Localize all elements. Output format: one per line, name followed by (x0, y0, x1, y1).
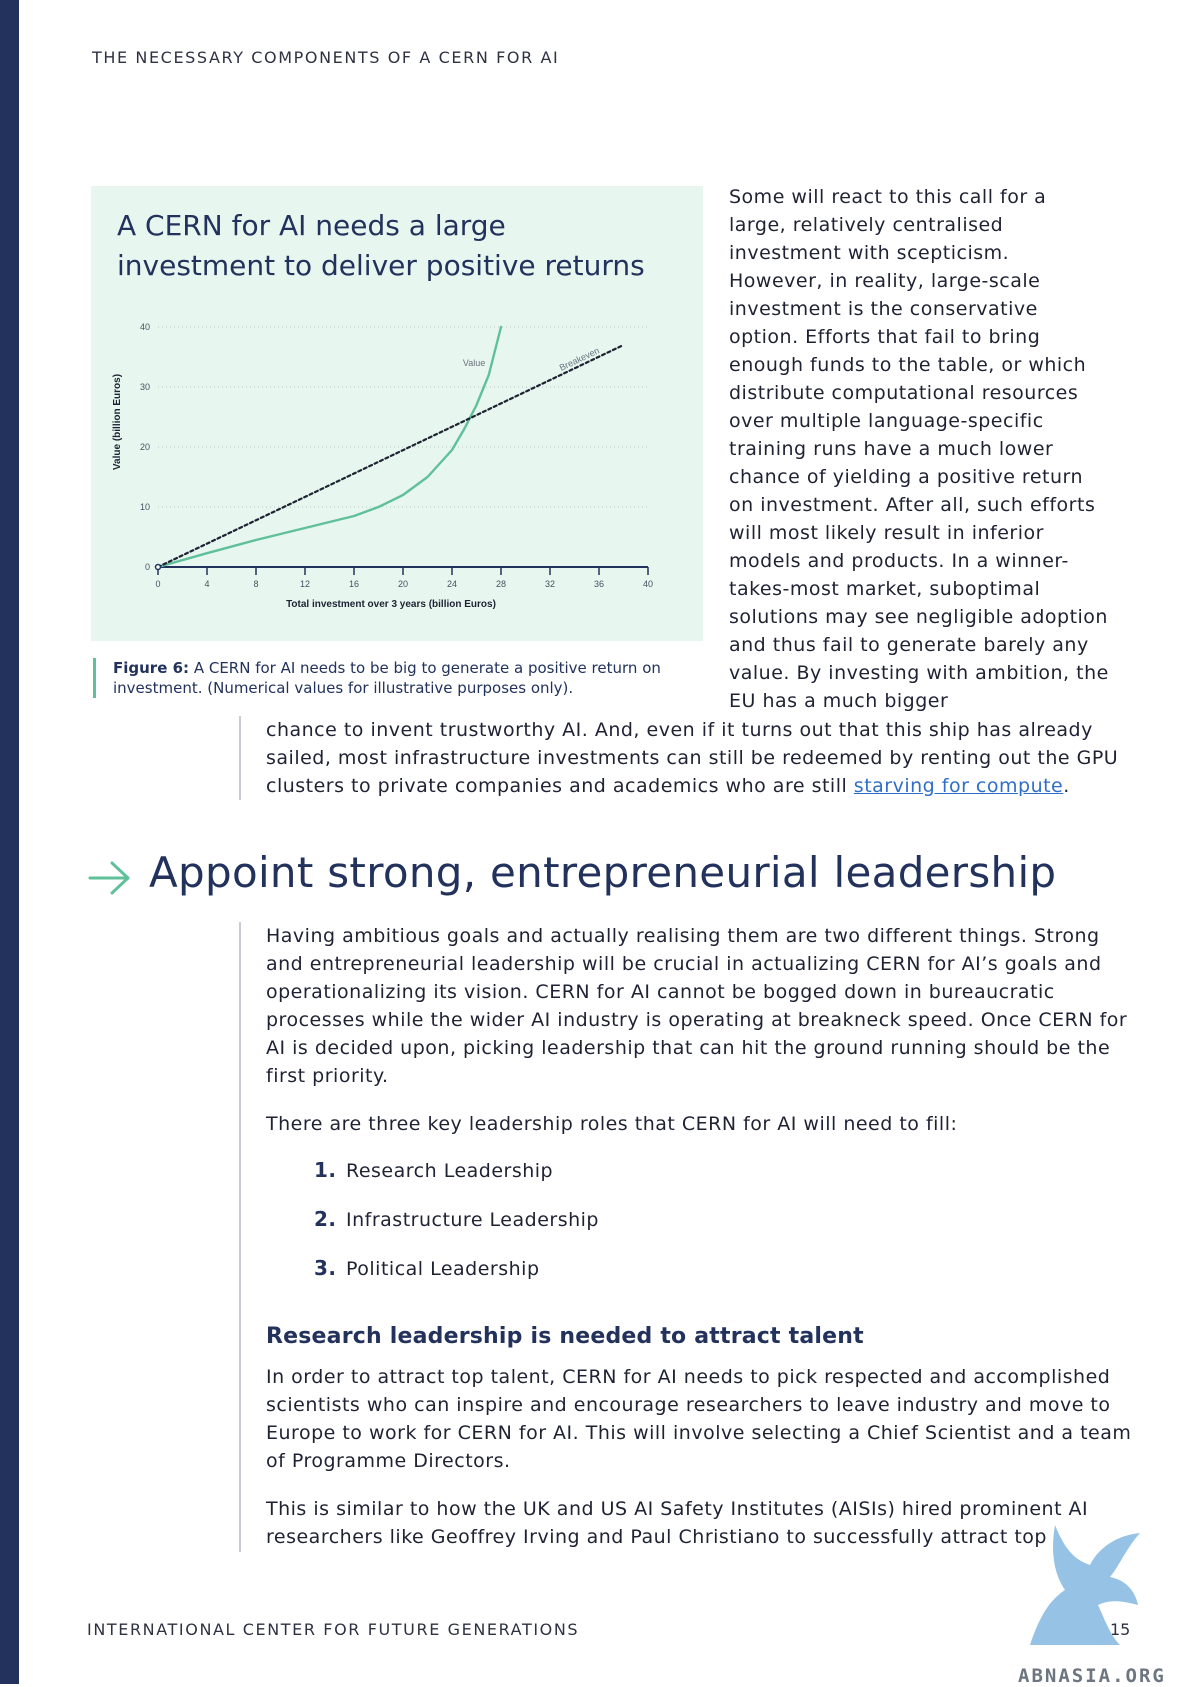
section-body: Having ambitious goals and actually real… (239, 922, 1136, 1552)
y-tick-label: 0 (145, 562, 150, 572)
phoenix-logo-icon (1030, 1525, 1140, 1645)
section-paragraph-4: This is similar to how the UK and US AI … (266, 1498, 1089, 1548)
chart: 0 10 20 30 40 0 4 8 12 16 20 24 28 32 36 40 Total invest… (112, 322, 653, 610)
figure-title: A CERN for AI needs a large investment t… (117, 206, 687, 286)
list-label: Political Leadership (346, 1258, 540, 1280)
caption-text: A CERN for AI needs to be big to generat… (113, 659, 661, 697)
x-tick-label: 40 (643, 579, 653, 589)
x-tick-label: 32 (545, 579, 555, 589)
page-number: 15 (1110, 1620, 1131, 1639)
figure-panel: A CERN for AI needs a large investment t… (91, 186, 703, 641)
list-item: 3. Political Leadership (314, 1254, 1136, 1283)
watermark-text: ABNASIA.ORG (1018, 1665, 1166, 1687)
x-axis-label: Total investment over 3 years (billion E… (286, 599, 496, 610)
roles-list: 1. Research Leadership 2. Infrastructure L… (314, 1156, 1136, 1283)
list-number: 2. (314, 1207, 337, 1231)
section-paragraph-1: Having ambitious goals and actually real… (266, 925, 1128, 1087)
series-line-breakeven (156, 343, 625, 569)
list-label: Infrastructure Leadership (346, 1209, 599, 1231)
x-tick-label: 20 (398, 579, 408, 589)
y-tick-label: 20 (140, 442, 150, 452)
list-number: 3. (314, 1256, 337, 1280)
list-number: 1. (314, 1158, 337, 1182)
origin-marker (154, 563, 162, 571)
y-axis-label: Value (billion Euros) (112, 374, 123, 470)
x-tick-label: 36 (594, 579, 604, 589)
section-paragraph-3: In order to attract top talent, CERN for… (266, 1366, 1132, 1472)
sidebar-bar (0, 0, 19, 1684)
figure-title-line2: investment to deliver positive returns (117, 249, 645, 282)
list-label: Research Leadership (346, 1160, 554, 1182)
arrow-right-icon (88, 861, 130, 895)
section-heading: Appoint strong, entrepreneurial leadersh… (149, 848, 1057, 897)
list-item: 1. Research Leadership (314, 1156, 1136, 1185)
continuation-body: chance to invent trustworthy AI. And, ev… (266, 719, 1119, 797)
starving-for-compute-link[interactable]: starving for compute (853, 775, 1064, 797)
x-tick-label: 0 (155, 579, 160, 589)
y-tick-label: 10 (140, 502, 150, 512)
series-label-value: Value (463, 358, 485, 368)
caption-label: Figure 6: (113, 659, 190, 677)
continuation-text: chance to invent trustworthy AI. And, ev… (239, 716, 1136, 800)
x-tick-label: 28 (496, 579, 506, 589)
footer-org: INTERNATIONAL CENTER FOR FUTURE GENERATI… (87, 1620, 580, 1639)
continuation-end: . (1063, 775, 1070, 797)
x-tick-label: 12 (300, 579, 310, 589)
figure-caption: Figure 6: A CERN for AI needs to be big … (93, 658, 693, 698)
series-line-value (156, 325, 503, 569)
subsection-heading: Research leadership is needed to attract… (266, 1324, 864, 1349)
right-column-text: Some will react to this call for a large… (729, 186, 1109, 712)
x-tick-label: 4 (204, 579, 209, 589)
y-tick-label: 30 (140, 382, 150, 392)
section-paragraph-2: There are three key leadership roles tha… (266, 1113, 958, 1135)
running-head: THE NECESSARY COMPONENTS OF A CERN FOR A… (92, 48, 560, 67)
y-tick-label: 40 (140, 322, 150, 332)
x-tick-label: 16 (349, 579, 359, 589)
x-tick-label: 8 (253, 579, 258, 589)
x-tick-label: 24 (447, 579, 457, 589)
figure-title-line1: A CERN for AI needs a large (117, 209, 506, 242)
list-item: 2. Infrastructure Leadership (314, 1205, 1136, 1234)
